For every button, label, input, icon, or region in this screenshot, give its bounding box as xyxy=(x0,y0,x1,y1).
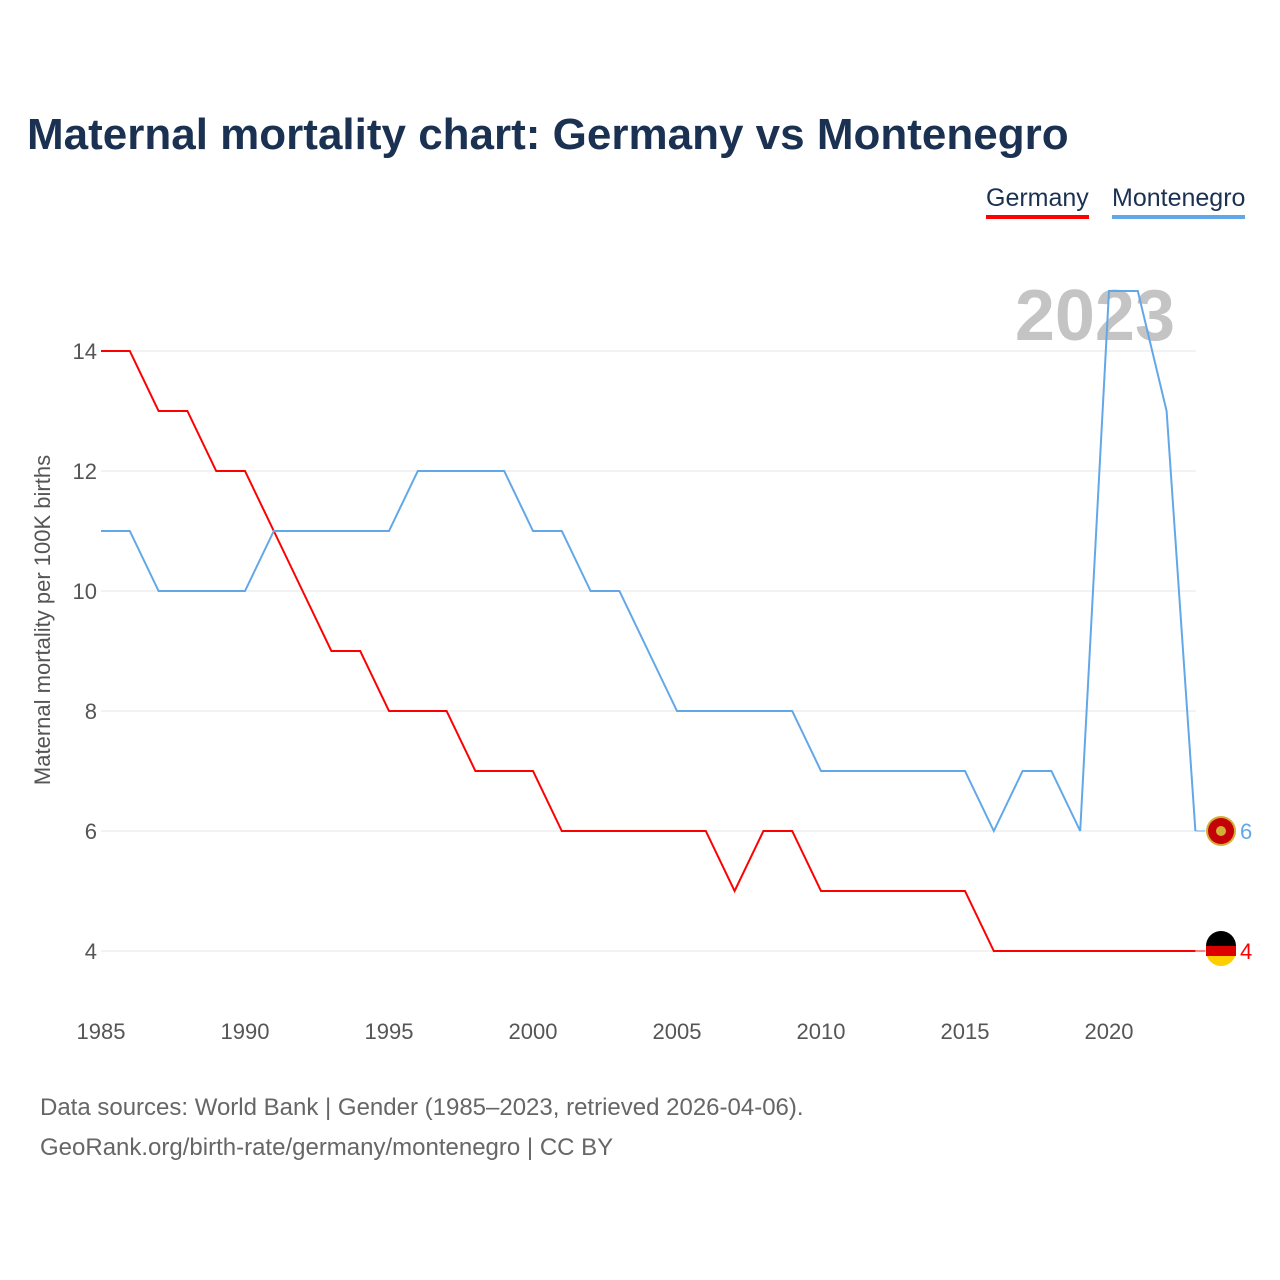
x-tick-label: 2010 xyxy=(797,1019,846,1044)
series-line-germany xyxy=(101,350,1196,952)
chart-title: Maternal mortality chart: Germany vs Mon… xyxy=(27,110,1069,159)
x-tick-label: 2020 xyxy=(1085,1019,1134,1044)
flag-germany-icon xyxy=(1206,931,1236,946)
y-tick-label: 6 xyxy=(85,819,97,844)
data-source: Data sources: World Bank | Gender (1985–… xyxy=(40,1094,804,1121)
x-tick-label: 2000 xyxy=(509,1019,558,1044)
x-tick-label: 2005 xyxy=(653,1019,702,1044)
x-tick-label: 1985 xyxy=(77,1019,126,1044)
y-tick-label: 4 xyxy=(85,939,97,964)
series-line-montenegro xyxy=(101,290,1197,834)
flag-montenegro-icon xyxy=(1216,826,1226,836)
footer: Data sources: World Bank | Gender (1985–… xyxy=(40,1088,804,1168)
end-value-label: 4 xyxy=(1240,939,1252,964)
year-watermark: 2023 xyxy=(1015,276,1175,356)
credit-link[interactable]: GeoRank.org/birth-rate/germany/montenegr… xyxy=(40,1134,614,1161)
x-tick-label: 1995 xyxy=(365,1019,414,1044)
flag-germany-icon xyxy=(1206,946,1236,956)
x-tick-label: 2015 xyxy=(941,1019,990,1044)
end-value-label: 6 xyxy=(1240,819,1252,844)
y-tick-label: 10 xyxy=(73,579,97,604)
y-tick-label: 8 xyxy=(85,699,97,724)
y-tick-label: 14 xyxy=(73,339,97,364)
x-tick-label: 1990 xyxy=(221,1019,270,1044)
legend-germany[interactable]: Germany xyxy=(986,184,1089,219)
y-axis-label: Maternal mortality per 100K births xyxy=(30,455,55,785)
y-tick-label: 12 xyxy=(73,459,97,484)
legend-montenegro[interactable]: Montenegro xyxy=(1112,184,1246,219)
